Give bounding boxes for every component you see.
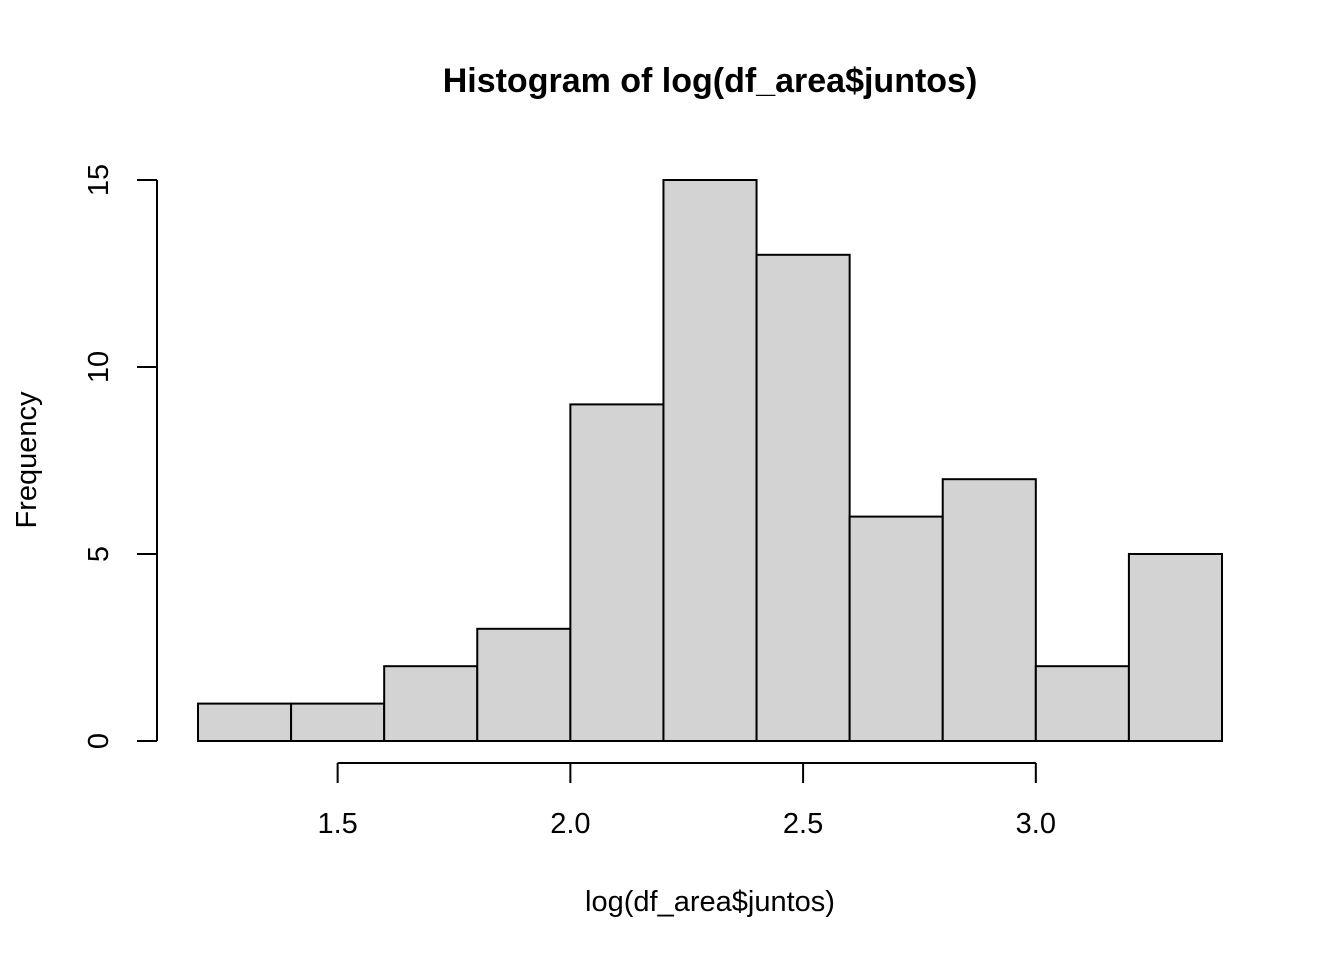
y-tick-label: 5 xyxy=(83,546,115,562)
histogram-bar xyxy=(1127,553,1223,742)
x-tick-label: 1.5 xyxy=(317,808,357,840)
histogram-bar xyxy=(941,478,1037,742)
histogram-bar xyxy=(383,665,479,743)
histogram-bar xyxy=(476,627,572,742)
y-axis: 0 5 10 15 xyxy=(83,164,158,749)
x-axis: 1.5 2.0 2.5 3.0 xyxy=(317,762,1056,840)
histogram-bar xyxy=(197,702,293,742)
y-tick-label: 10 xyxy=(83,351,115,383)
x-tick-label: 3.0 xyxy=(1016,808,1056,840)
x-tick-label: 2.0 xyxy=(550,808,590,840)
y-tick-label: 15 xyxy=(83,164,115,196)
histogram-bar xyxy=(290,702,386,742)
histogram-bar xyxy=(755,253,851,743)
x-tick-label: 2.5 xyxy=(783,808,823,840)
y-axis-label: Frequency xyxy=(11,391,43,529)
histogram-bar xyxy=(569,403,665,742)
histogram-bar xyxy=(662,179,758,742)
chart-title: Histogram of log(df_area$juntos) xyxy=(443,62,978,100)
bars-group xyxy=(197,179,1223,743)
y-tick-label: 0 xyxy=(83,733,115,749)
x-axis-label: log(df_area$juntos) xyxy=(585,886,835,918)
histogram-bar xyxy=(1034,665,1130,743)
histogram-bar xyxy=(848,515,944,742)
